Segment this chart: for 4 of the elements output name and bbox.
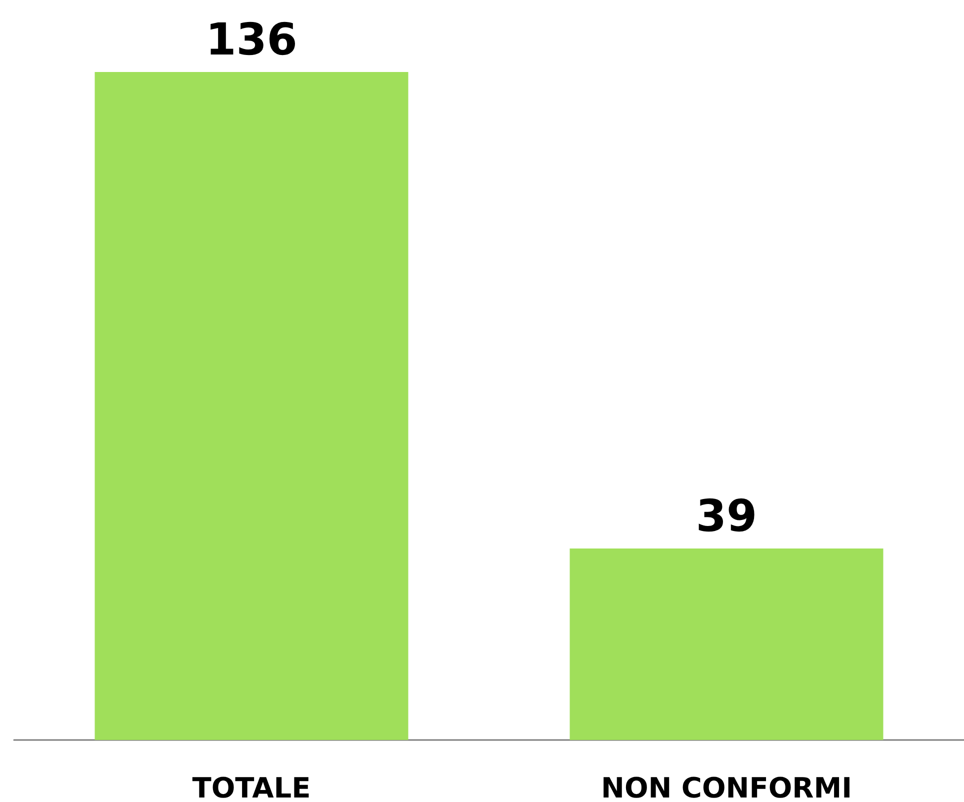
data-label: 136 <box>206 14 298 66</box>
x-tick-label: TOTALE <box>192 772 311 802</box>
x-tick-label: NON CONFORMI <box>601 772 852 802</box>
data-label: 39 <box>696 490 758 542</box>
